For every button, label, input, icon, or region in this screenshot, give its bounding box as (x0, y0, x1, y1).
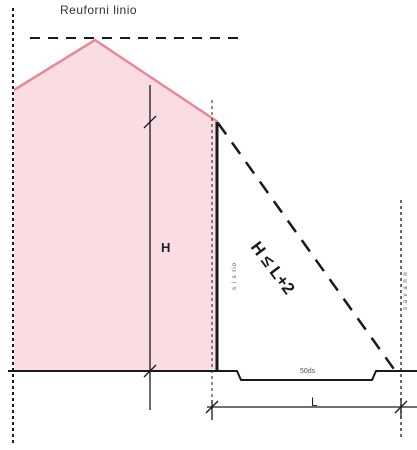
roof-line (13, 38, 219, 124)
height-tick-top (143, 115, 157, 129)
wall-vertical-label: s i s rio (232, 261, 238, 290)
slope-dashed-line (216, 122, 398, 373)
distance-tick-left-slash (205, 400, 219, 414)
distance-label: L (311, 395, 318, 409)
building-body (14, 40, 218, 370)
distance-tick-right-slash (394, 400, 408, 414)
height-label: H (161, 240, 171, 255)
road-label: 50ds (300, 368, 316, 375)
boundary-vertical-label: s a v a n n (403, 271, 409, 310)
top-boundary-label: Reuforni linio (60, 3, 138, 17)
ground-line (8, 370, 417, 381)
